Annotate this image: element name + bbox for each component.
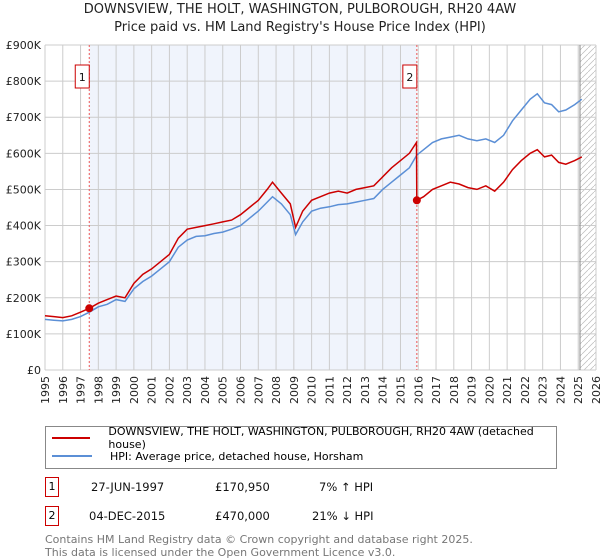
footer-licence: This data is licensed under the Open Gov… — [45, 546, 396, 559]
x-tick-label: 2021 — [501, 376, 514, 404]
x-tick-label: 2009 — [288, 376, 301, 404]
x-tick-label: 2020 — [483, 376, 496, 404]
x-tick-label: 2025 — [572, 376, 585, 404]
x-tick-label: 1997 — [75, 376, 88, 404]
series-line — [44, 140, 583, 319]
x-tick-label: 2024 — [554, 376, 567, 404]
sale-point — [412, 196, 421, 205]
y-tick-label: £500K — [6, 183, 42, 196]
sale-marker-label: 1 — [79, 71, 86, 84]
transaction-delta: 7% ↑ HPI — [319, 480, 374, 494]
x-tick-label: 2015 — [394, 376, 407, 404]
x-tick-label: 2002 — [163, 376, 176, 404]
x-tick-label: 1995 — [39, 376, 52, 404]
y-tick-label: £300K — [6, 256, 42, 269]
sale-marker-box — [74, 64, 90, 89]
series-line — [44, 92, 583, 322]
x-tick-label: 2023 — [537, 376, 550, 404]
x-tick-label: 2005 — [217, 376, 230, 404]
sale-point — [85, 304, 94, 313]
footer-copyright: Contains HM Land Registry data © Crown c… — [45, 533, 473, 546]
y-tick-label: £200K — [6, 292, 42, 305]
x-tick-label: 2018 — [448, 376, 461, 404]
legend-label: DOWNSVIEW, THE HOLT, WASHINGTON, PULBORO… — [108, 425, 534, 451]
shaded-ownership-period — [89, 45, 417, 370]
x-tick-label: 2010 — [306, 376, 319, 404]
legend: DOWNSVIEW, THE HOLT, WASHINGTON, PULBORO… — [45, 425, 557, 469]
y-tick-label: £700K — [6, 111, 42, 124]
x-tick-label: 2001 — [146, 376, 159, 404]
y-tick-label: £800K — [6, 75, 42, 88]
x-tick-label: 2019 — [466, 376, 479, 404]
x-tick-label: 2008 — [270, 376, 283, 404]
x-tick-label: 2004 — [199, 376, 212, 404]
transaction-badge: 2 — [45, 506, 59, 526]
transaction-price: £170,950 — [215, 480, 270, 494]
x-tick-label: 1999 — [110, 376, 123, 404]
x-tick-label: 2026 — [590, 376, 600, 404]
y-tick-label: £100K — [6, 328, 42, 341]
y-tick-label: £0 — [27, 364, 41, 377]
chart-title: DOWNSVIEW, THE HOLT, WASHINGTON, PULBORO… — [83, 2, 517, 17]
legend-item-property: DOWNSVIEW, THE HOLT, WASHINGTON, PULBORO… — [46, 425, 556, 451]
x-tick-label: 2006 — [235, 376, 248, 404]
x-tick-label: 2022 — [519, 376, 532, 404]
x-tick-label: 2016 — [412, 376, 425, 404]
transaction-badge: 1 — [45, 477, 59, 497]
x-tick-label: 2007 — [252, 376, 265, 404]
x-tick-label: 2000 — [128, 376, 141, 404]
y-tick-label: £900K — [6, 39, 42, 52]
x-tick-label: 2013 — [359, 376, 372, 404]
transaction-price: £470,000 — [215, 509, 270, 523]
x-tick-label: 2003 — [181, 376, 194, 404]
transaction-date: 27-JUN-1997 — [91, 480, 165, 494]
legend-label: HPI: Average price, detached house, Hors… — [110, 449, 364, 463]
x-tick-label: 1998 — [92, 376, 105, 404]
transaction-delta: 21% ↓ HPI — [312, 509, 374, 523]
x-tick-label: 2014 — [377, 376, 390, 404]
price-chart: 1995 1996 1997 1998 1999 2000 2001 2002 2003 2004… — [6, 39, 600, 404]
x-tick-label: 2011 — [323, 376, 336, 404]
transaction-date: 04-DEC-2015 — [89, 509, 166, 523]
forecast-hatch — [580, 45, 596, 370]
sale-marker-box — [402, 64, 418, 89]
y-tick-label: £400K — [6, 220, 42, 233]
x-tick-label: 2017 — [430, 376, 443, 404]
x-tick-label: 2012 — [341, 376, 354, 404]
chart-subtitle: Price paid vs. HM Land Registry's House … — [114, 20, 486, 35]
legend-item-hpi: HPI: Average price, detached house, Hors… — [46, 447, 363, 465]
y-tick-label: £600K — [6, 147, 42, 160]
sale-marker-label: 2 — [406, 71, 413, 84]
x-tick-label: 1996 — [57, 376, 70, 404]
